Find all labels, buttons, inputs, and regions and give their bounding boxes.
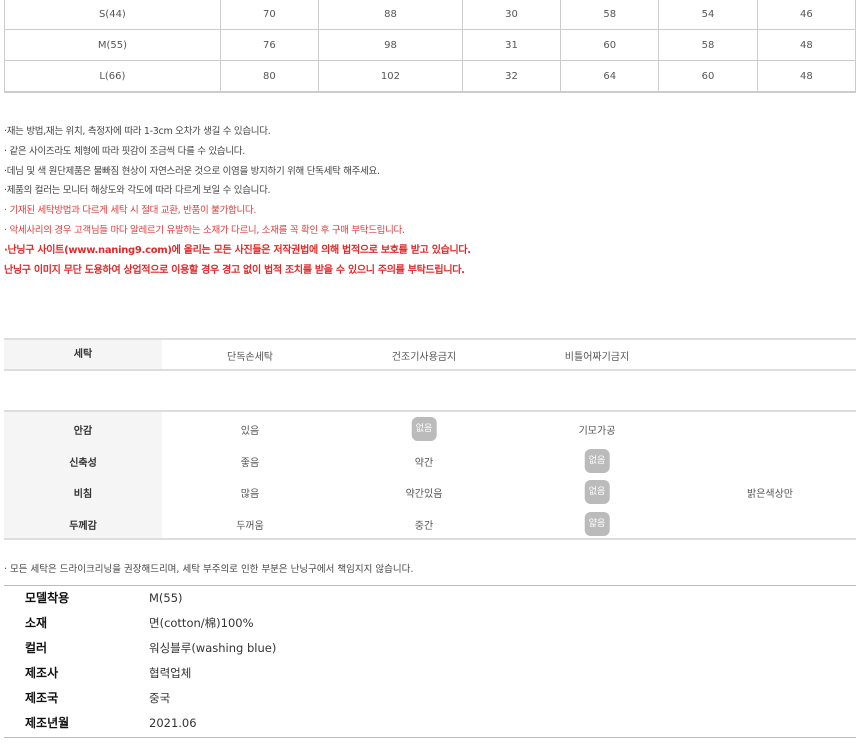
- size-value: 31: [461, 29, 562, 61]
- size-value: 102: [318, 60, 463, 93]
- size-label: S(44): [4, 0, 221, 30]
- selected-badge: 얇음: [584, 511, 610, 536]
- selected-badge: 없음: [584, 480, 610, 504]
- feel-option: 있음: [240, 426, 260, 437]
- feel-option: 기모가공: [578, 426, 616, 437]
- feel-option: 밝은색상만: [747, 489, 793, 500]
- size-row: S(44) 70 88 30 58 54 46: [4, 0, 857, 30]
- feel-option: 많음: [240, 489, 260, 500]
- note-line: ·제품의 컬러는 모니터 해상도와 각도에 따라 다르게 보일 수 있습니다.: [4, 185, 271, 197]
- notes-list: ·재는 방법,재는 위치, 측정자에 따라 1-3cm 오차가 생길 수 있습니…: [4, 122, 471, 280]
- spec-row: 컬러 워싱블루(washing blue): [4, 636, 856, 661]
- wash-note: · 모든 세탁은 드라이크리닝을 권장해드리며, 세탁 부주의로 인한 부분은 …: [4, 564, 414, 575]
- spec-value: 2021.06: [149, 716, 197, 730]
- label-column: [4, 412, 162, 538]
- size-value: 76: [219, 29, 320, 61]
- note-line: · 같은 사이즈라도 체형에 따라 핏감이 조금씩 다를 수 있습니다.: [4, 145, 245, 157]
- size-value: 30: [461, 0, 562, 30]
- size-value: 80: [219, 60, 320, 93]
- size-value: 46: [756, 0, 857, 30]
- size-value: 88: [318, 0, 463, 30]
- size-value: 70: [219, 0, 320, 30]
- feel-option-selected: 없음: [584, 448, 610, 473]
- feel-row: 비침 많음 약간있음 없음 밝은색상만: [4, 477, 856, 508]
- note-line: ·데님 및 색 원단제품은 물빠짐 현상이 자연스러운 것으로 이염을 방지하기…: [4, 165, 380, 177]
- size-label: M(55): [4, 29, 221, 61]
- spec-row: 제조사 협력업체: [4, 661, 856, 686]
- feel-option: 약간있음: [405, 489, 443, 500]
- feel-option: 중간: [414, 520, 434, 532]
- feel-row: 신축성 좋음 약간 없음: [4, 446, 856, 477]
- spec-key: 컬러: [25, 641, 48, 655]
- feel-option: 좋음: [240, 457, 260, 469]
- size-value: 58: [560, 0, 660, 30]
- size-row: L(66) 80 102 32 64 60 48: [4, 60, 857, 93]
- note-line: ·재는 방법,재는 위치, 측정자에 따라 1-3cm 오차가 생길 수 있습니…: [4, 126, 271, 137]
- spec-value: 면(cotton/棉)100%: [149, 616, 254, 630]
- spec-key: 모델착용: [25, 591, 70, 605]
- size-row: M(55) 76 98 31 60 58 48: [4, 29, 857, 61]
- spec-table: 모델착용 M(55) 소재 면(cotton/棉)100% 컬러 워싱블루(washing…: [4, 585, 856, 738]
- feel-option: 두꺼움: [236, 520, 264, 532]
- spec-row: 제조년월 2021.06: [4, 711, 856, 736]
- spec-row: 모델착용 M(55): [4, 586, 856, 611]
- wash-row: 세탁 단독손세탁 건조기사용금지 비틀어짜기금지: [4, 338, 856, 371]
- wash-label: 세탁: [4, 340, 162, 369]
- note-line: ·난닝구 사이트(www.naning9.com)에 올리는 모든 사진들은 저…: [4, 244, 471, 256]
- selected-badge: 없음: [584, 448, 610, 473]
- feel-label: 신축성: [69, 457, 97, 469]
- spec-key: 제조국: [25, 691, 59, 705]
- spec-value: 워싱블루(washing blue): [149, 641, 277, 655]
- size-value: 64: [560, 60, 660, 93]
- size-value: 58: [658, 29, 758, 61]
- spec-row: 제조국 중국: [4, 686, 856, 711]
- feel-row: 두께감 두꺼움 중간 얇음: [4, 509, 856, 540]
- fabric-feel-table: 안감 있음 없음 기모가공 신축성 좋음 약간 없음 비침 많음 약간있음 없음 밝은색상만 두께감 두꺼움…: [4, 410, 856, 540]
- feel-label: 비침: [73, 489, 93, 500]
- note-line: · 기재된 세탁방법과 다르게 세탁 시 절대 교환, 반품이 불가합니다.: [4, 205, 257, 217]
- size-label: L(66): [4, 60, 221, 93]
- size-table: S(44) 70 88 30 58 54 46 M(55) 76 98 31 60 58 48 L(66) 8…: [4, 0, 857, 93]
- size-value: 54: [658, 0, 758, 30]
- spec-key: 제조사: [25, 666, 59, 680]
- spec-key: 제조년월: [25, 716, 70, 730]
- wash-option: 건조기사용금지: [391, 352, 457, 363]
- spec-row: 소재 면(cotton/棉)100%: [4, 611, 856, 636]
- spec-key: 소재: [25, 616, 48, 630]
- wash-option: 단독손세탁: [227, 352, 273, 363]
- feel-label: 안감: [73, 426, 93, 437]
- feel-option-selected: 없음: [584, 480, 610, 504]
- size-value: 48: [756, 29, 857, 61]
- size-value: 48: [756, 60, 857, 93]
- size-value: 98: [318, 29, 463, 61]
- feel-label: 두께감: [69, 520, 97, 532]
- size-value: 60: [658, 60, 758, 93]
- spec-value: M(55): [149, 591, 183, 605]
- feel-option-selected: 얇음: [584, 511, 610, 536]
- size-value: 32: [461, 60, 562, 93]
- selected-badge: 없음: [411, 417, 437, 441]
- feel-option-selected: 없음: [411, 417, 437, 441]
- spec-value: 중국: [149, 691, 171, 705]
- feel-row: 안감 있음 없음 기모가공: [4, 414, 856, 445]
- note-line: · 악세사리의 경우 고객님들 마다 알레르기 유발하는 소재가 다르니, 소재…: [4, 224, 405, 236]
- size-value: 60: [560, 29, 660, 61]
- wash-option: 비틀어짜기금지: [564, 352, 630, 363]
- note-line: 난닝구 이미지 무단 도용하여 상업적으로 이용할 경우 경고 없이 법적 조치…: [4, 264, 465, 276]
- spec-value: 협력업체: [149, 666, 192, 680]
- feel-option: 약간: [414, 457, 434, 469]
